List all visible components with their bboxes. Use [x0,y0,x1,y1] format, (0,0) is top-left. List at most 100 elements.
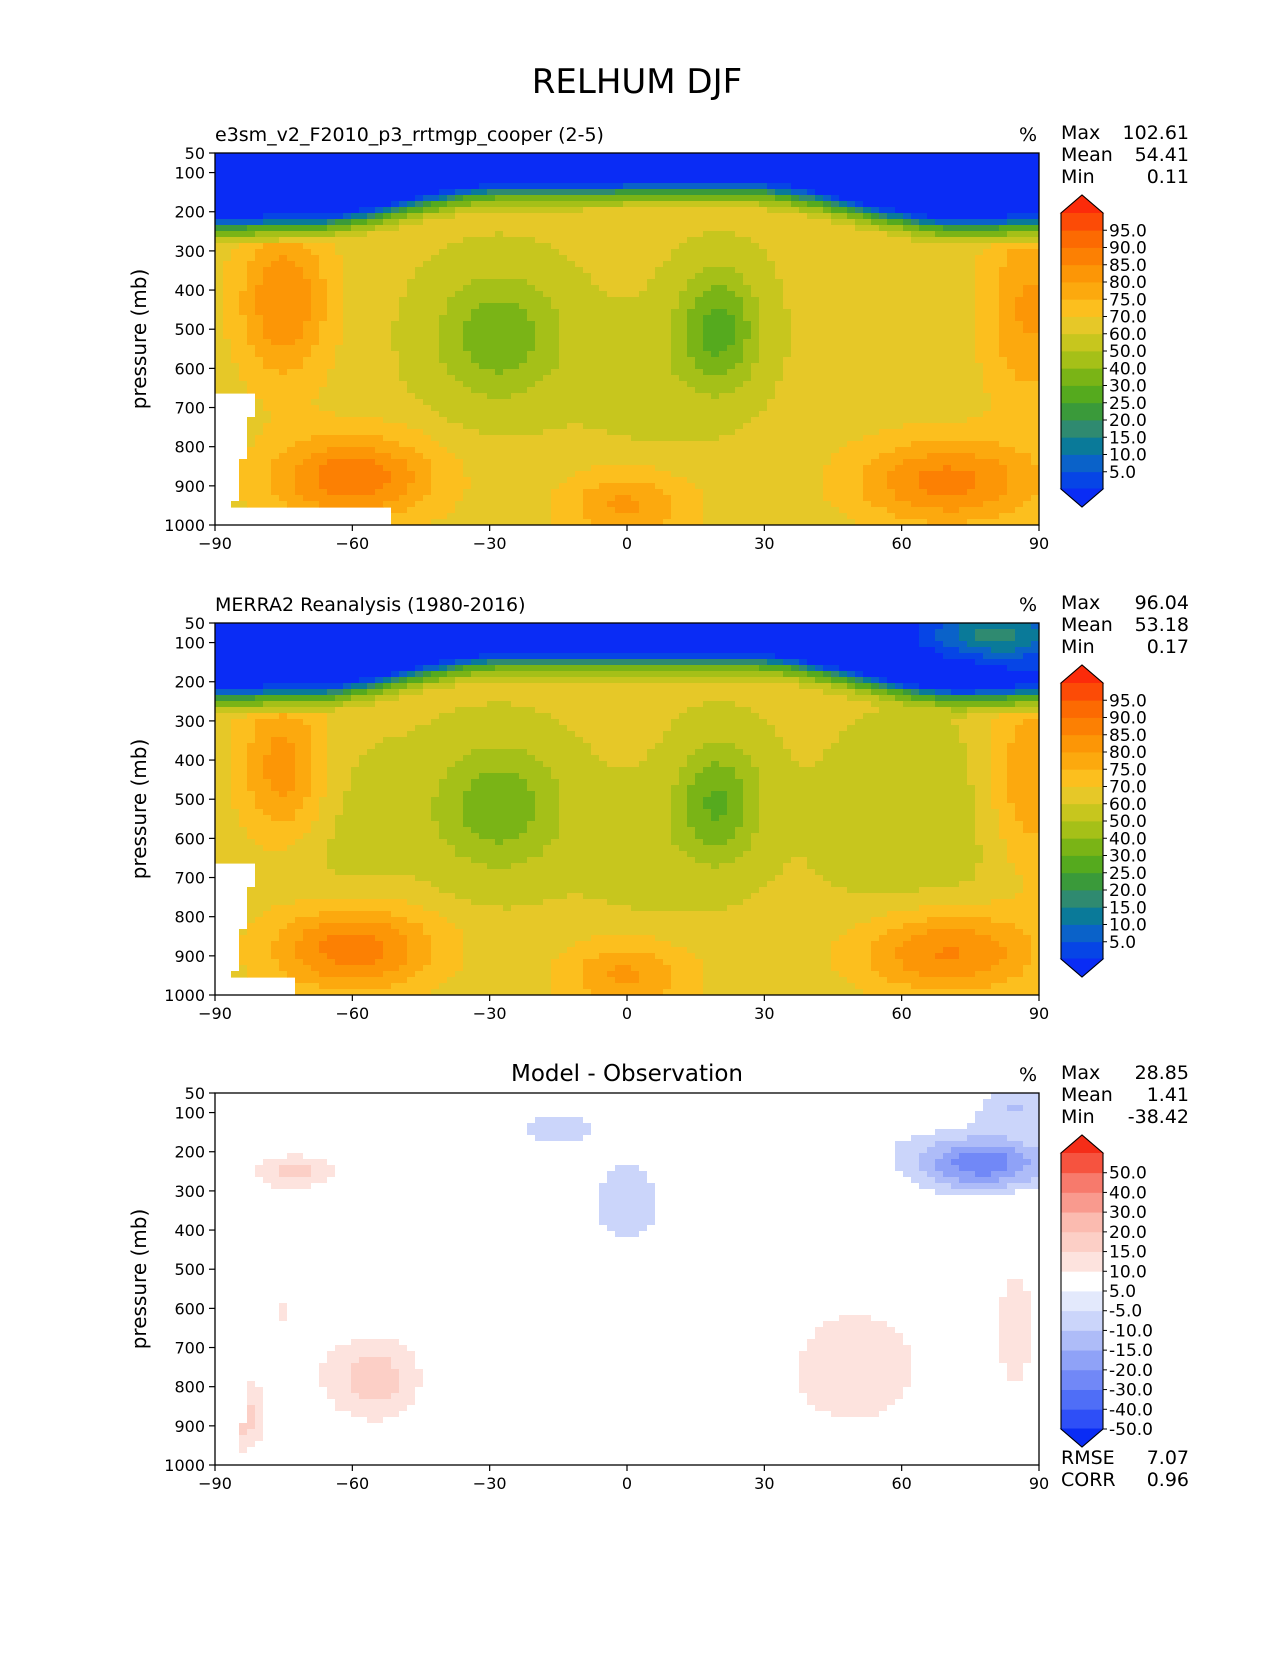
contour-cell [967,707,1039,714]
contour-cell [919,641,944,648]
contour-cell [311,399,424,406]
contour-cell [231,725,256,732]
contour-cell [439,411,760,418]
contour-cell [415,477,432,484]
contour-cell [903,1339,1000,1346]
contour-cell [999,309,1016,316]
contour-cell [671,249,768,256]
contour-cell [391,513,448,520]
contour-cell [263,423,408,430]
contour-cell [455,375,544,382]
colorbar-extend-high [1059,664,1105,684]
contour-cell [703,345,728,352]
contour-cell [679,845,752,852]
colorbar-swatch [1061,1172,1103,1193]
contour-cell [263,219,328,226]
contour-cell [687,761,712,768]
contour-cell [911,441,1000,448]
contour-cell [231,785,248,792]
contour-cell [399,1339,808,1346]
contour-cell [855,207,864,214]
contour-cell [407,917,448,924]
contour-cell [343,327,392,334]
contour-cell [239,809,264,816]
contour-cell [479,363,520,370]
contour-cell [999,1351,1032,1358]
contour-cell [423,1381,800,1388]
contour-cell [847,929,888,936]
contour-cell [303,327,320,334]
contour-cell [263,1159,328,1166]
contour-cell [415,671,424,678]
contour-cell [215,1243,1039,1250]
contour-cell [535,815,560,822]
contour-cell [535,345,560,352]
contour-cell [455,213,808,220]
contour-cell [999,1345,1032,1352]
contour-cell [551,989,592,995]
y-tick-label: 100 [174,634,205,653]
contour-cell [343,683,352,690]
contour-cell [335,357,400,364]
contour-cell [791,321,976,328]
contour-cell [255,411,272,418]
contour-cell [535,755,600,762]
contour-cell [759,779,968,786]
contour-cell [527,749,592,756]
contour-cell [559,315,672,322]
contour-cell [215,827,248,834]
colorbar-swatch [1061,316,1103,335]
contour-cell [447,195,456,202]
contour-cell [247,285,256,292]
contour-cell [215,1141,896,1148]
contour-cell [663,959,704,966]
contour-cell [983,857,1008,864]
contour-cell [983,1105,1008,1112]
contour-cell [735,701,872,708]
contour-cell [215,315,224,322]
contour-cell [471,899,544,906]
contour-cell [1031,1339,1039,1346]
contour-cell [799,207,824,214]
contour-cell [647,755,688,762]
contour-cell [527,857,696,864]
contour-cell [335,363,400,370]
contour-cell [727,809,744,816]
contour-cell [359,755,464,762]
contour-cell [423,201,432,208]
contour-cell [335,231,368,238]
contour-cell [327,369,400,376]
contour-cell [279,369,288,376]
contour-cell [839,665,1008,672]
contour-cell [263,809,296,816]
contour-cell [271,743,296,750]
contour-cell [423,677,440,684]
contour-cell [247,755,264,762]
colorbar-swatch [1061,838,1103,856]
contour-cell [391,471,416,478]
contour-cell [975,351,1000,358]
contour-cell [823,483,864,490]
contour-cell [343,303,400,310]
contour-cell [879,429,1039,436]
contour-cell [295,989,432,995]
contour-cell [559,363,672,370]
contour-cell [407,731,576,738]
colorbar-swatch [1061,872,1103,891]
contour-cell [975,1111,1039,1118]
contour-field-observation [215,623,1039,995]
contour-cell [247,911,264,918]
contour-cell [439,779,472,786]
contour-cell [215,1213,600,1220]
contour-cell [327,459,376,466]
contour-cell [759,713,864,720]
contour-cell [271,749,296,756]
contour-cell [407,213,424,220]
contour-cell [975,303,1000,310]
contour-cell [271,779,296,786]
contour-cell [847,677,856,684]
contour-cell [967,755,992,762]
contour-cell [455,291,544,298]
x-tick-label: −60 [335,1474,369,1493]
contour-cell [215,1177,264,1184]
